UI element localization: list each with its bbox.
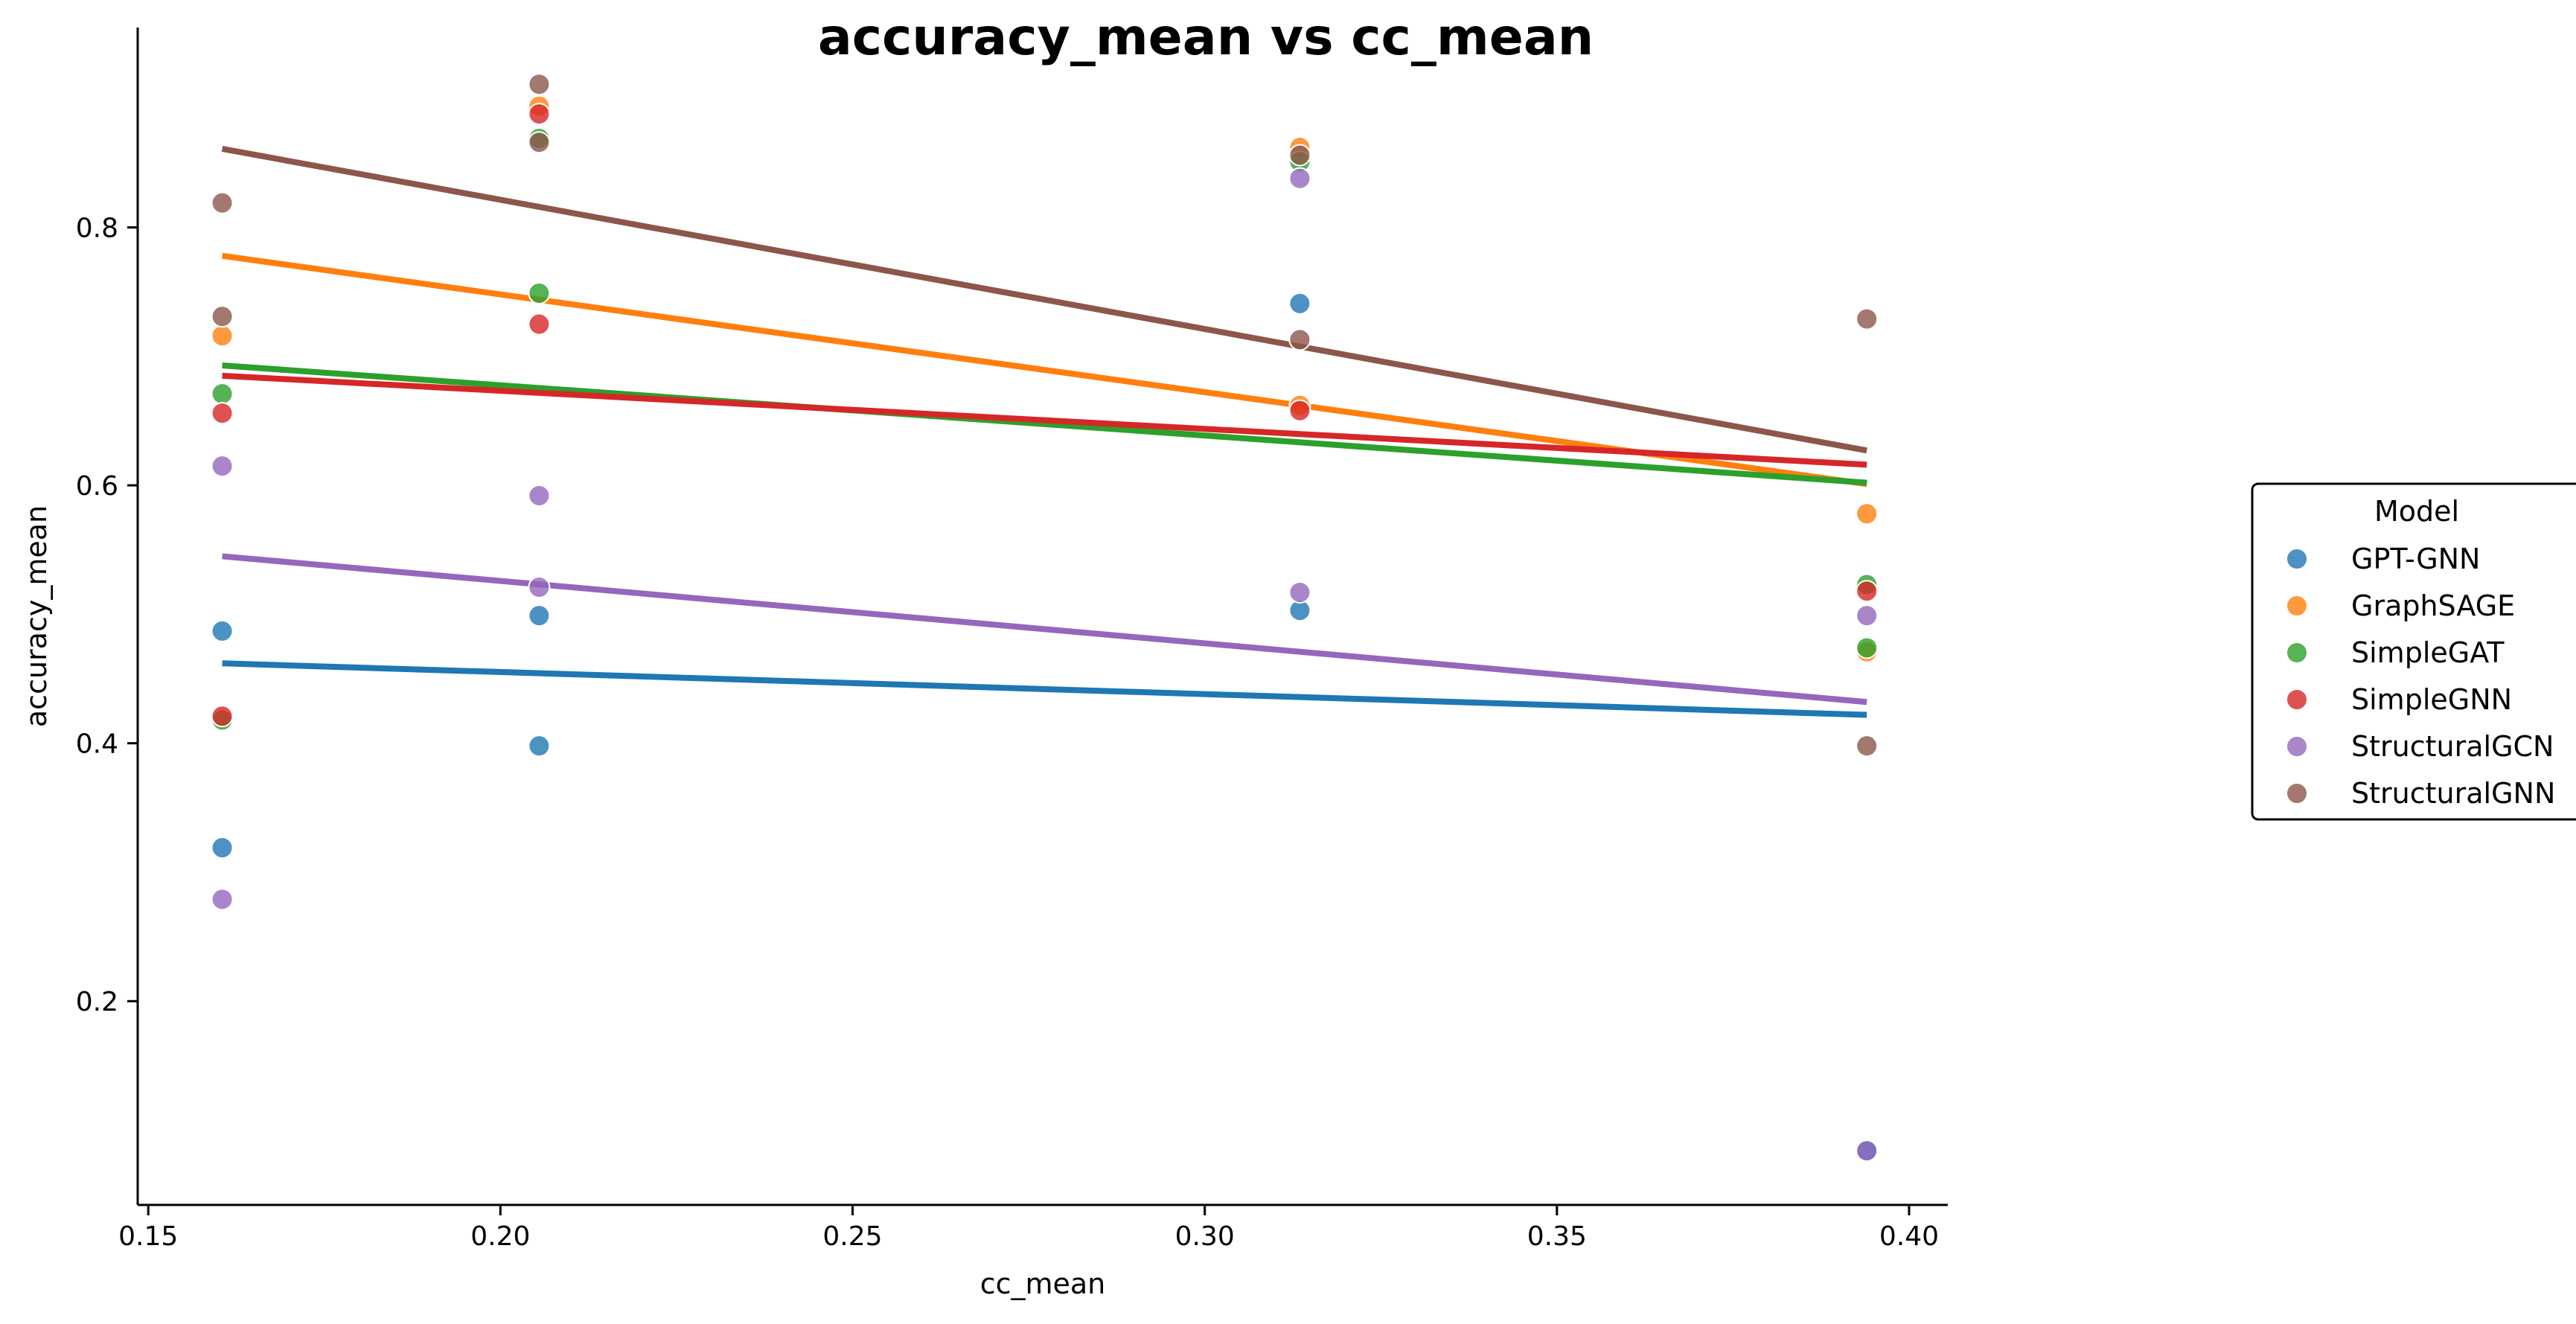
fit-line-structuralgnn [221,145,1867,454]
point-structuralgcn [211,455,234,478]
x-axis-ticks: 0.15 0.20 0.25 0.30 0.35 0.40 [118,1205,1939,1252]
legend-frame [2251,482,2576,821]
point-structuralgcn [1288,581,1311,604]
point-simplegnn [211,402,234,425]
point-simplegnn [528,103,551,126]
point-structuralgnn [1856,307,1879,330]
legend-label-structuralgcn: StructuralGCN [2351,730,2554,763]
y-axis-ticks: 0.2 0.4 0.6 0.8 [76,214,138,1017]
point-graphsage [1856,502,1879,525]
point-structuralgcn [528,576,551,599]
legend: Model GPT-GNN GraphSAGE SimpleGAT SimpleGNN… [2251,482,2576,821]
legend-marker-structuralgcn [2286,735,2308,758]
fit-line-simplegat [222,362,1867,486]
x-tick-label: 0.20 [470,1221,530,1252]
fit-line-structuralgcn [222,553,1867,706]
point-structuralgcn [528,484,551,507]
legend-label-simplegnn: SimpleGNN [2351,683,2512,716]
point-gpt-gnn [1288,292,1311,315]
x-axis-label: cc_mean [980,1267,1106,1300]
point-structuralgcn [1856,604,1879,627]
point-simplegnn [211,705,234,728]
legend-title: Model [2374,495,2459,528]
legend-label-graphsage: GraphSAGE [2351,589,2515,622]
point-gpt-gnn [528,604,551,627]
x-tick-label: 0.30 [1175,1221,1235,1252]
chart-title: accuracy_mean vs cc_mean [818,8,1594,67]
point-simplegat [211,383,234,406]
legend-label-structuralgnn: StructuralGNN [2351,777,2555,810]
legend-entries: GPT-GNN GraphSAGE SimpleGAT SimpleGNN Struct… [2286,543,2555,810]
point-gpt-gnn [211,619,234,642]
legend-marker-structuralgnn [2286,782,2308,805]
y-tick-label: 0.6 [76,471,118,502]
x-tick-label: 0.35 [1527,1221,1587,1252]
point-structuralgnn [1856,735,1879,758]
regression-lines [221,145,1867,718]
point-structuralgnn [211,305,234,328]
point-structuralgnn [1288,328,1311,351]
y-tick-label: 0.4 [76,729,118,760]
point-graphsage [211,324,234,348]
point-structuralgcn [1288,167,1311,190]
point-structuralgnn [211,191,234,214]
point-structuralgnn [528,73,551,96]
legend-marker-gpt-gnn [2286,548,2308,570]
point-structuralgnn [528,131,551,154]
point-simplegnn [1288,399,1311,422]
x-tick-label: 0.25 [822,1221,882,1252]
scatter-points [211,73,1879,1163]
point-simplegnn [528,313,551,336]
y-tick-label: 0.8 [76,214,118,244]
point-structuralgcn [1856,1139,1879,1163]
fit-line-graphsage [222,252,1867,487]
legend-label-simplegat: SimpleGAT [2351,636,2505,669]
point-simplegat [1856,636,1879,659]
legend-label-gpt-gnn: GPT-GNN [2351,543,2481,575]
legend-marker-simplegnn [2286,688,2308,711]
point-structuralgnn [1288,144,1311,167]
y-tick-label: 0.2 [76,987,118,1017]
point-gpt-gnn [211,837,234,860]
point-simplegnn [1856,580,1879,603]
x-tick-label: 0.40 [1879,1221,1939,1252]
point-structuralgcn [211,888,234,911]
point-gpt-gnn [528,735,551,758]
fit-line-gpt-gnn [222,660,1867,718]
legend-marker-simplegat [2286,642,2308,664]
fit-line-simplegnn [222,372,1867,468]
x-tick-label: 0.15 [118,1221,178,1252]
y-axis-label: accuracy_mean [20,505,53,727]
legend-marker-graphsage [2286,595,2308,617]
point-simplegat [528,281,551,304]
